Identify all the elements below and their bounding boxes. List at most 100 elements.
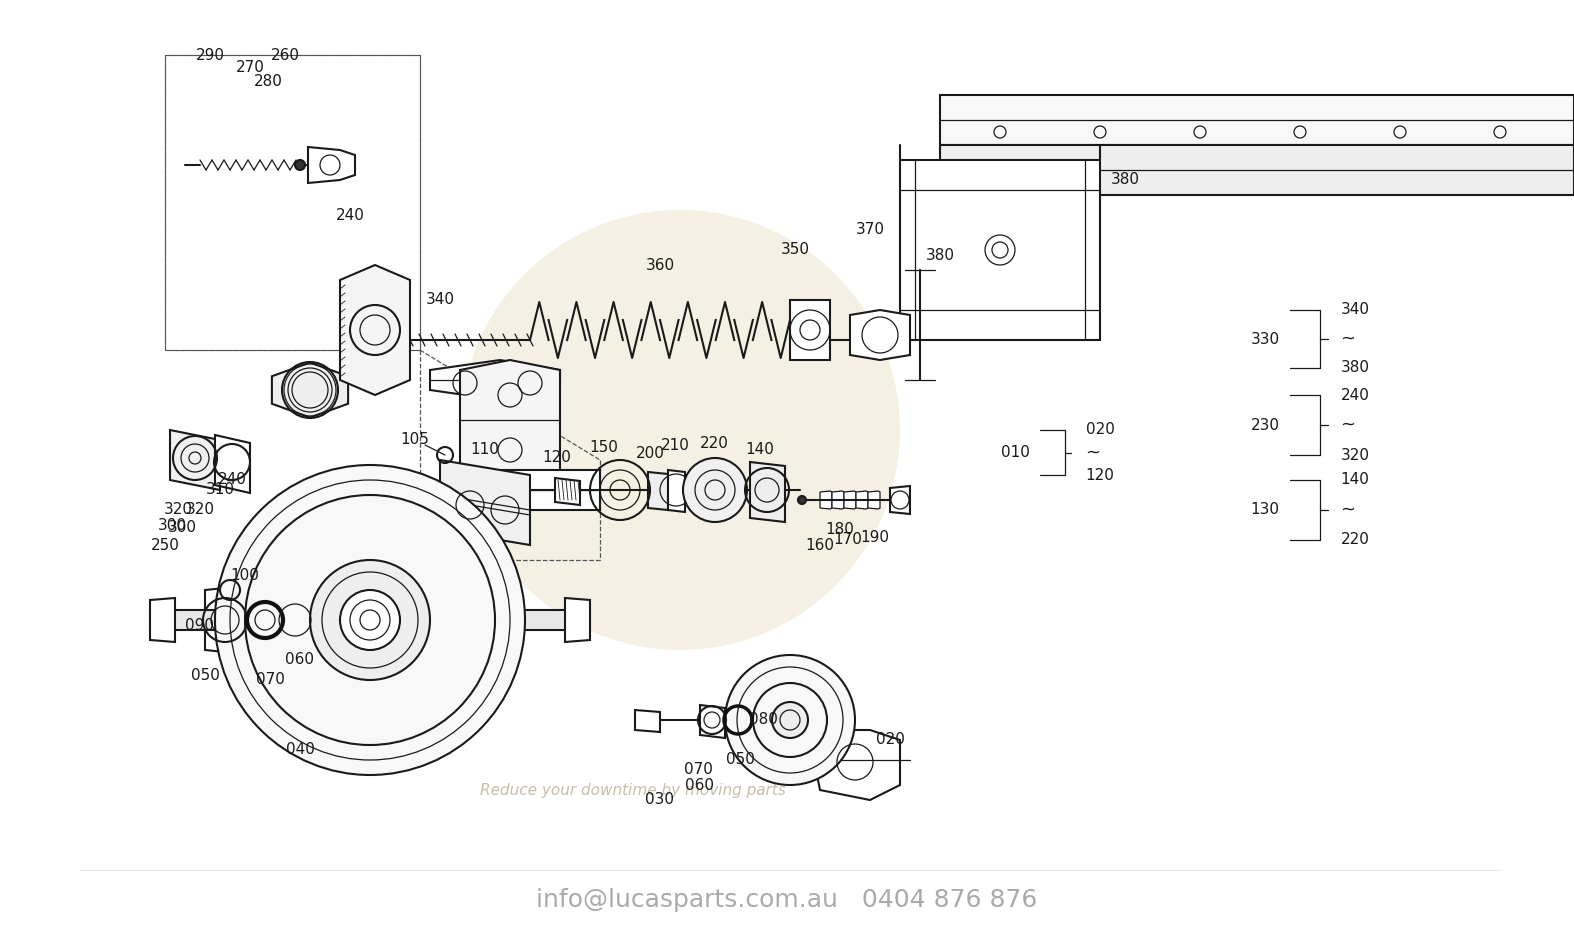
Polygon shape [150,610,590,630]
Text: 250: 250 [151,537,179,553]
Text: 140: 140 [1341,472,1369,487]
Circle shape [798,496,806,504]
Text: 180: 180 [825,522,855,537]
Polygon shape [940,95,1574,145]
Circle shape [340,590,400,650]
Circle shape [726,655,855,785]
Text: 120: 120 [543,449,571,465]
Text: 160: 160 [806,537,834,553]
Text: ~: ~ [1341,501,1355,519]
Text: 150: 150 [590,440,619,455]
Polygon shape [556,478,579,505]
Circle shape [683,458,748,522]
Text: 280: 280 [253,74,282,90]
Text: 220: 220 [699,435,729,451]
Text: 020: 020 [875,732,905,747]
Text: ~: ~ [1341,416,1355,434]
Polygon shape [811,730,900,800]
Polygon shape [430,360,560,400]
Polygon shape [648,472,667,510]
Circle shape [310,560,430,680]
Text: info@lucasparts.com.au   0404 876 876: info@lucasparts.com.au 0404 876 876 [537,888,1037,912]
Polygon shape [749,462,785,522]
Circle shape [771,702,807,738]
Polygon shape [205,588,246,652]
Circle shape [460,210,900,650]
Text: 230: 230 [1250,418,1280,432]
Polygon shape [309,147,356,183]
Text: 010: 010 [1001,445,1029,460]
Text: 240: 240 [1341,387,1369,403]
Polygon shape [460,470,600,510]
Polygon shape [820,491,833,509]
Text: 040: 040 [285,743,315,757]
Text: 220: 220 [1341,532,1369,547]
Polygon shape [170,430,220,490]
Text: 340: 340 [1341,303,1369,318]
Circle shape [294,160,305,170]
Text: 320: 320 [186,503,214,518]
Text: 105: 105 [400,432,430,447]
Text: 340: 340 [425,293,455,307]
Polygon shape [634,710,660,732]
Polygon shape [940,145,1574,195]
Text: 240: 240 [217,472,247,487]
Polygon shape [441,460,530,545]
Text: 380: 380 [926,247,954,262]
Text: 200: 200 [636,445,664,460]
Text: 070: 070 [255,672,285,687]
Text: 350: 350 [781,243,809,257]
Text: 310: 310 [206,482,235,497]
Polygon shape [889,486,910,514]
Text: 360: 360 [645,257,675,272]
Polygon shape [833,491,844,509]
Text: 060: 060 [285,653,315,668]
Text: 210: 210 [661,437,689,453]
Polygon shape [150,598,175,642]
Text: 240: 240 [335,207,365,222]
Text: 370: 370 [856,222,885,237]
Text: Reduce your downtime by moving parts: Reduce your downtime by moving parts [480,782,785,797]
Polygon shape [850,310,910,360]
Text: 140: 140 [746,443,774,457]
Polygon shape [272,362,348,418]
Polygon shape [216,435,250,493]
Text: 260: 260 [271,47,299,62]
Text: 020: 020 [1086,422,1114,437]
Text: 170: 170 [834,532,863,547]
Text: 070: 070 [683,762,713,778]
Polygon shape [700,705,726,738]
Text: 100: 100 [230,568,260,582]
Polygon shape [279,593,310,647]
Text: ~: ~ [1086,444,1100,461]
Text: 190: 190 [861,531,889,545]
Polygon shape [867,491,880,509]
Text: 080: 080 [749,712,778,728]
Polygon shape [460,360,560,480]
Polygon shape [790,300,829,360]
Text: 110: 110 [471,443,499,457]
Polygon shape [844,491,856,509]
Circle shape [216,465,526,775]
Polygon shape [667,470,685,512]
Text: 290: 290 [195,47,225,62]
Text: 120: 120 [1086,468,1114,482]
Text: 300: 300 [157,518,186,532]
Text: 300: 300 [167,520,197,535]
Text: 270: 270 [236,60,264,76]
Text: 380: 380 [1111,172,1140,187]
Text: 030: 030 [645,793,675,807]
Text: 330: 330 [1250,332,1280,346]
Text: 060: 060 [686,778,715,793]
Text: 380: 380 [1341,360,1369,376]
Polygon shape [900,160,1100,340]
Polygon shape [856,491,867,509]
Text: 130: 130 [1250,503,1280,518]
Text: 320: 320 [164,503,192,518]
Text: 320: 320 [1341,447,1369,462]
Text: ~: ~ [1341,330,1355,348]
Polygon shape [340,265,409,395]
Text: 090: 090 [186,618,214,632]
Text: 050: 050 [726,753,754,768]
Text: 050: 050 [190,668,219,682]
